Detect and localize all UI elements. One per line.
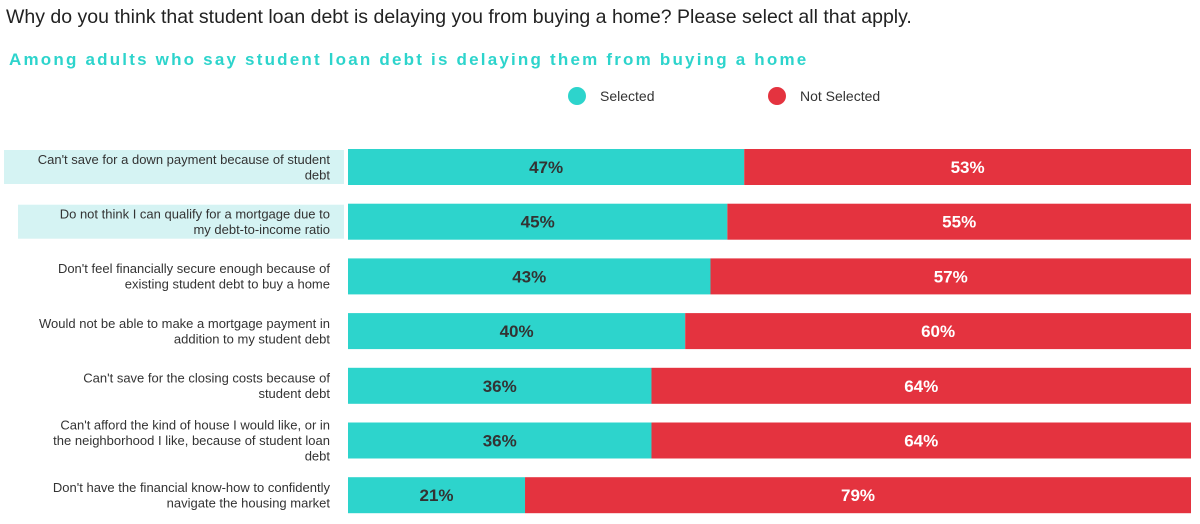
bar-selected	[348, 422, 652, 459]
legend-label-not-selected: Not Selected	[800, 88, 881, 104]
category-highlight	[4, 150, 344, 184]
category-highlight	[18, 204, 344, 239]
category-label: Would not be able to make a mortgage pay…	[39, 316, 330, 331]
data-label-selected: 40%	[500, 322, 534, 341]
bar-selected	[348, 149, 745, 185]
legend-label-selected: Selected	[600, 88, 655, 104]
category-label: Don't have the financial know-how to con…	[53, 480, 331, 495]
data-label-not-selected: 60%	[921, 322, 955, 341]
chart-subtitle: Among adults who say student loan debt i…	[9, 50, 809, 69]
bar-selected	[348, 203, 728, 240]
bar-selected	[348, 367, 652, 404]
data-label-not-selected: 57%	[934, 267, 968, 286]
bar-not-selected	[651, 422, 1191, 459]
bar-selected	[348, 477, 526, 514]
data-label-not-selected: 55%	[942, 213, 976, 232]
category-label: student debt	[258, 386, 330, 401]
data-label-not-selected: 64%	[904, 432, 938, 451]
category-label: the neighborhood I like, because of stud…	[53, 433, 330, 448]
data-label-not-selected: 53%	[951, 158, 985, 177]
legend: Selected Not Selected	[0, 86, 1200, 106]
bar-not-selected	[525, 477, 1191, 514]
legend-swatch-not-selected	[768, 87, 786, 105]
legend-swatch-selected	[568, 87, 586, 105]
bar-selected	[348, 313, 686, 350]
category-label: addition to my student debt	[174, 331, 330, 346]
category-label: Don't feel financially secure enough bec…	[58, 261, 330, 276]
data-label-selected: 36%	[483, 432, 517, 451]
chart-title: Why do you think that student loan debt …	[6, 6, 912, 28]
data-label-selected: 45%	[521, 213, 555, 232]
category-label: debt	[305, 167, 331, 182]
bar-not-selected	[651, 367, 1191, 404]
data-label-not-selected: 64%	[904, 377, 938, 396]
bar-not-selected	[710, 258, 1191, 295]
bar-selected	[348, 258, 711, 295]
category-label: Do not think I can qualify for a mortgag…	[60, 206, 330, 221]
category-label: navigate the housing market	[167, 495, 331, 510]
category-label: my debt-to-income ratio	[193, 222, 330, 237]
bar-not-selected	[744, 149, 1191, 185]
category-label: existing student debt to buy a home	[125, 277, 330, 292]
bar-not-selected	[727, 203, 1191, 240]
data-label-selected: 36%	[483, 377, 517, 396]
data-label-selected: 43%	[512, 267, 546, 286]
legend-item-selected: Selected	[568, 86, 654, 106]
data-label-selected: 47%	[529, 158, 563, 177]
bar-chart: Can't save for a down payment because of…	[4, 149, 1191, 514]
data-label-selected: 21%	[419, 486, 453, 505]
category-label: Can't afford the kind of house I would l…	[60, 418, 330, 433]
category-label: Can't save for the closing costs because…	[83, 371, 330, 386]
category-label: Can't save for a down payment because of…	[38, 152, 331, 167]
category-label: debt	[305, 449, 331, 464]
bar-not-selected	[685, 313, 1191, 350]
data-label-not-selected: 79%	[841, 486, 875, 505]
legend-item-not-selected: Not Selected	[768, 86, 880, 106]
